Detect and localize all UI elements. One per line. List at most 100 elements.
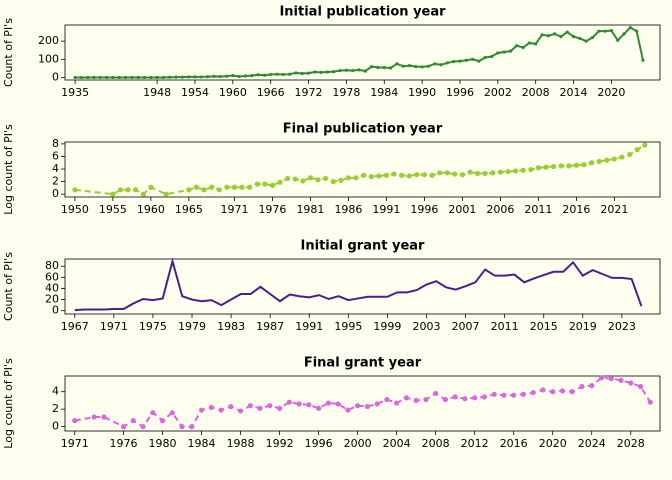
y-axis-label: Count of PI's	[2, 18, 15, 87]
data-point	[101, 414, 107, 420]
data-point	[243, 74, 248, 78]
data-point	[315, 177, 321, 183]
data-point	[637, 383, 644, 390]
x-tick-label: 2019	[569, 320, 597, 333]
data-point	[218, 407, 224, 413]
x-tick-label: 1988	[227, 437, 255, 450]
data-point	[421, 172, 428, 178]
data-point	[216, 187, 222, 193]
data-point	[472, 395, 478, 401]
data-point	[420, 65, 424, 69]
data-point	[292, 176, 298, 182]
data-point	[368, 173, 374, 180]
x-tick-label: 2020	[539, 437, 567, 450]
data-point	[611, 156, 618, 162]
data-point	[199, 75, 203, 79]
data-point	[384, 396, 390, 403]
x-tick-label: 2006	[486, 203, 514, 216]
data-point	[520, 391, 527, 397]
data-point	[180, 75, 184, 79]
data-point	[316, 405, 322, 411]
data-point	[306, 71, 311, 75]
data-point	[286, 399, 292, 405]
data-line	[74, 144, 646, 196]
data-point	[566, 163, 572, 169]
data-point	[520, 167, 526, 173]
data-point	[72, 418, 78, 424]
data-point	[513, 168, 519, 174]
x-tick-label: 1960	[219, 86, 247, 99]
data-point	[603, 29, 607, 33]
data-point	[508, 49, 513, 53]
data-point	[647, 399, 653, 405]
data-point	[150, 410, 156, 416]
data-point	[608, 376, 614, 382]
data-point	[364, 403, 370, 410]
data-point	[534, 42, 538, 46]
x-tick-label: 1971	[100, 320, 128, 333]
data-point	[247, 184, 253, 190]
data-point	[269, 182, 276, 188]
x-tick-label: 1967	[61, 320, 89, 333]
data-point	[228, 403, 234, 410]
x-tick-label: 1971	[220, 203, 248, 216]
x-tick-label: 2011	[491, 320, 519, 333]
x-tick-label: 1950	[61, 203, 89, 216]
data-point	[353, 175, 359, 181]
data-point	[535, 165, 542, 171]
x-tick-label: 1990	[408, 86, 436, 99]
data-point	[501, 392, 507, 398]
data-point	[256, 73, 260, 77]
data-point	[505, 168, 511, 175]
data-point	[511, 392, 517, 398]
x-tick-label: 2015	[530, 320, 558, 333]
data-point	[357, 68, 361, 72]
data-point	[496, 51, 500, 55]
data-point	[148, 184, 154, 190]
data-point	[515, 44, 519, 48]
y-axis-label: Log count of PI's	[2, 124, 15, 215]
data-point	[267, 403, 273, 409]
x-tick-label: 1991	[372, 203, 400, 216]
data-point	[551, 163, 557, 170]
data-point	[133, 187, 139, 193]
data-point	[237, 74, 241, 79]
x-tick-label: 2016	[562, 203, 590, 216]
data-point	[414, 64, 418, 69]
data-point	[414, 172, 420, 178]
data-point	[433, 62, 437, 66]
data-point	[201, 187, 207, 193]
x-tick-label: 1935	[61, 86, 89, 99]
data-point	[330, 179, 336, 185]
x-tick-label: 2000	[344, 437, 372, 450]
data-point	[502, 50, 506, 54]
data-point	[616, 38, 620, 42]
data-point	[581, 162, 587, 168]
data-point	[205, 75, 210, 79]
data-point	[123, 75, 128, 80]
data-point	[618, 377, 624, 383]
axes-frame	[64, 24, 661, 81]
data-point	[105, 75, 109, 80]
x-tick-label: 1996	[305, 437, 333, 450]
x-tick-label: 2023	[608, 320, 636, 333]
x-tick-label: 1983	[217, 320, 245, 333]
data-point	[546, 34, 550, 38]
data-point	[285, 175, 291, 182]
data-point	[571, 35, 576, 39]
data-point	[579, 383, 585, 390]
x-tick-label: 1972	[295, 86, 323, 99]
x-tick-label: 2003	[412, 320, 440, 333]
x-tick-label: 2001	[448, 203, 476, 216]
axes-frame	[64, 258, 661, 315]
data-point	[399, 172, 405, 178]
data-point	[596, 158, 602, 165]
x-tick-label: 2004	[383, 437, 411, 450]
y-tick-label: 200	[38, 34, 59, 47]
data-point	[168, 75, 172, 79]
x-tick-label: 1971	[61, 437, 89, 450]
x-tick-label: 1984	[370, 86, 398, 99]
data-point	[325, 70, 330, 74]
